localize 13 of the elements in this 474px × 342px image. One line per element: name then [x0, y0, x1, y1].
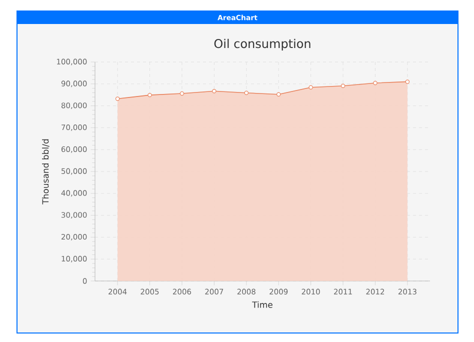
point	[115, 96, 120, 101]
point	[180, 91, 184, 96]
point	[148, 92, 152, 98]
y-axis-title: Thousand bbl/d	[42, 139, 50, 204]
point	[340, 84, 346, 88]
point	[308, 85, 313, 90]
point	[244, 90, 248, 95]
point	[373, 80, 378, 86]
point	[276, 92, 281, 97]
point	[405, 80, 410, 84]
x-axis-title: Time	[252, 301, 272, 308]
chart-title: Oil consumption	[214, 38, 310, 50]
point	[212, 89, 216, 94]
